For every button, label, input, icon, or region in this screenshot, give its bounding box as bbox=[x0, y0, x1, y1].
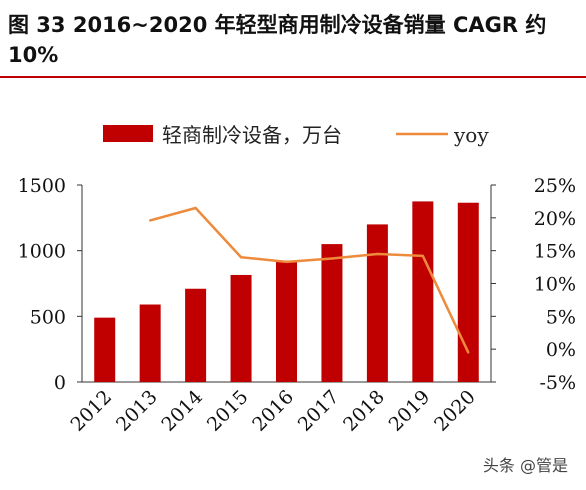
bar bbox=[457, 202, 479, 382]
yoy-point bbox=[376, 252, 379, 256]
right-tick-label: 25% bbox=[534, 175, 576, 197]
bar bbox=[94, 317, 116, 382]
x-tick-label: 2017 bbox=[294, 386, 344, 436]
bar bbox=[185, 288, 207, 382]
x-tick-label: 2020 bbox=[430, 386, 480, 436]
right-tick-label: 15% bbox=[534, 241, 576, 263]
bar bbox=[321, 244, 343, 382]
right-tick-label: 0% bbox=[546, 339, 576, 361]
right-ticks: -5% 0% 5% 10% 15% 20% 25% bbox=[491, 175, 576, 394]
legend-bar-swatch bbox=[103, 125, 153, 142]
legend-line-label: yoy bbox=[453, 123, 489, 147]
left-tick-label: 0 bbox=[54, 372, 66, 394]
title-divider bbox=[0, 76, 586, 78]
x-tick-label: 2014 bbox=[157, 386, 207, 436]
legend-bar-label: 轻商制冷设备，万台 bbox=[162, 123, 342, 147]
right-tick-label: 10% bbox=[534, 274, 576, 296]
legend: 轻商制冷设备，万台 yoy bbox=[103, 123, 489, 147]
yoy-polyline bbox=[149, 206, 470, 353]
left-tick-label: 1500 bbox=[18, 175, 66, 197]
bar bbox=[139, 304, 161, 382]
bar bbox=[276, 260, 297, 382]
left-tick-label: 1000 bbox=[18, 241, 66, 263]
yoy-point bbox=[330, 257, 334, 260]
bars bbox=[94, 201, 479, 382]
x-tick-label: 2012 bbox=[67, 386, 117, 436]
right-tick-label: 20% bbox=[534, 208, 576, 230]
bar bbox=[412, 201, 434, 382]
right-tick-label: 5% bbox=[546, 306, 576, 328]
bar bbox=[230, 274, 252, 382]
x-tick-label: 2016 bbox=[248, 386, 298, 436]
x-tick-label: 2013 bbox=[112, 386, 162, 436]
yoy-point bbox=[239, 256, 243, 259]
left-ticks: 0 500 1000 1500 bbox=[18, 175, 82, 394]
watermark: 头条 @管是 bbox=[482, 456, 568, 475]
bar bbox=[366, 224, 388, 382]
yoy-point bbox=[148, 219, 152, 222]
yoy-point bbox=[194, 206, 197, 210]
x-tick-label: 2019 bbox=[385, 386, 435, 436]
x-tick-label: 2018 bbox=[339, 386, 389, 436]
chart-title: 图 33 2016~2020 年轻型商用制冷设备销量 CAGR 约 10% bbox=[8, 13, 547, 67]
yoy-point bbox=[285, 260, 288, 264]
left-tick-label: 500 bbox=[30, 306, 66, 328]
yoy-point bbox=[421, 254, 425, 258]
x-tick-label: 2015 bbox=[203, 386, 253, 436]
right-tick-label: -5% bbox=[539, 372, 576, 394]
yoy-point bbox=[467, 351, 470, 354]
yoy-line bbox=[148, 206, 470, 354]
